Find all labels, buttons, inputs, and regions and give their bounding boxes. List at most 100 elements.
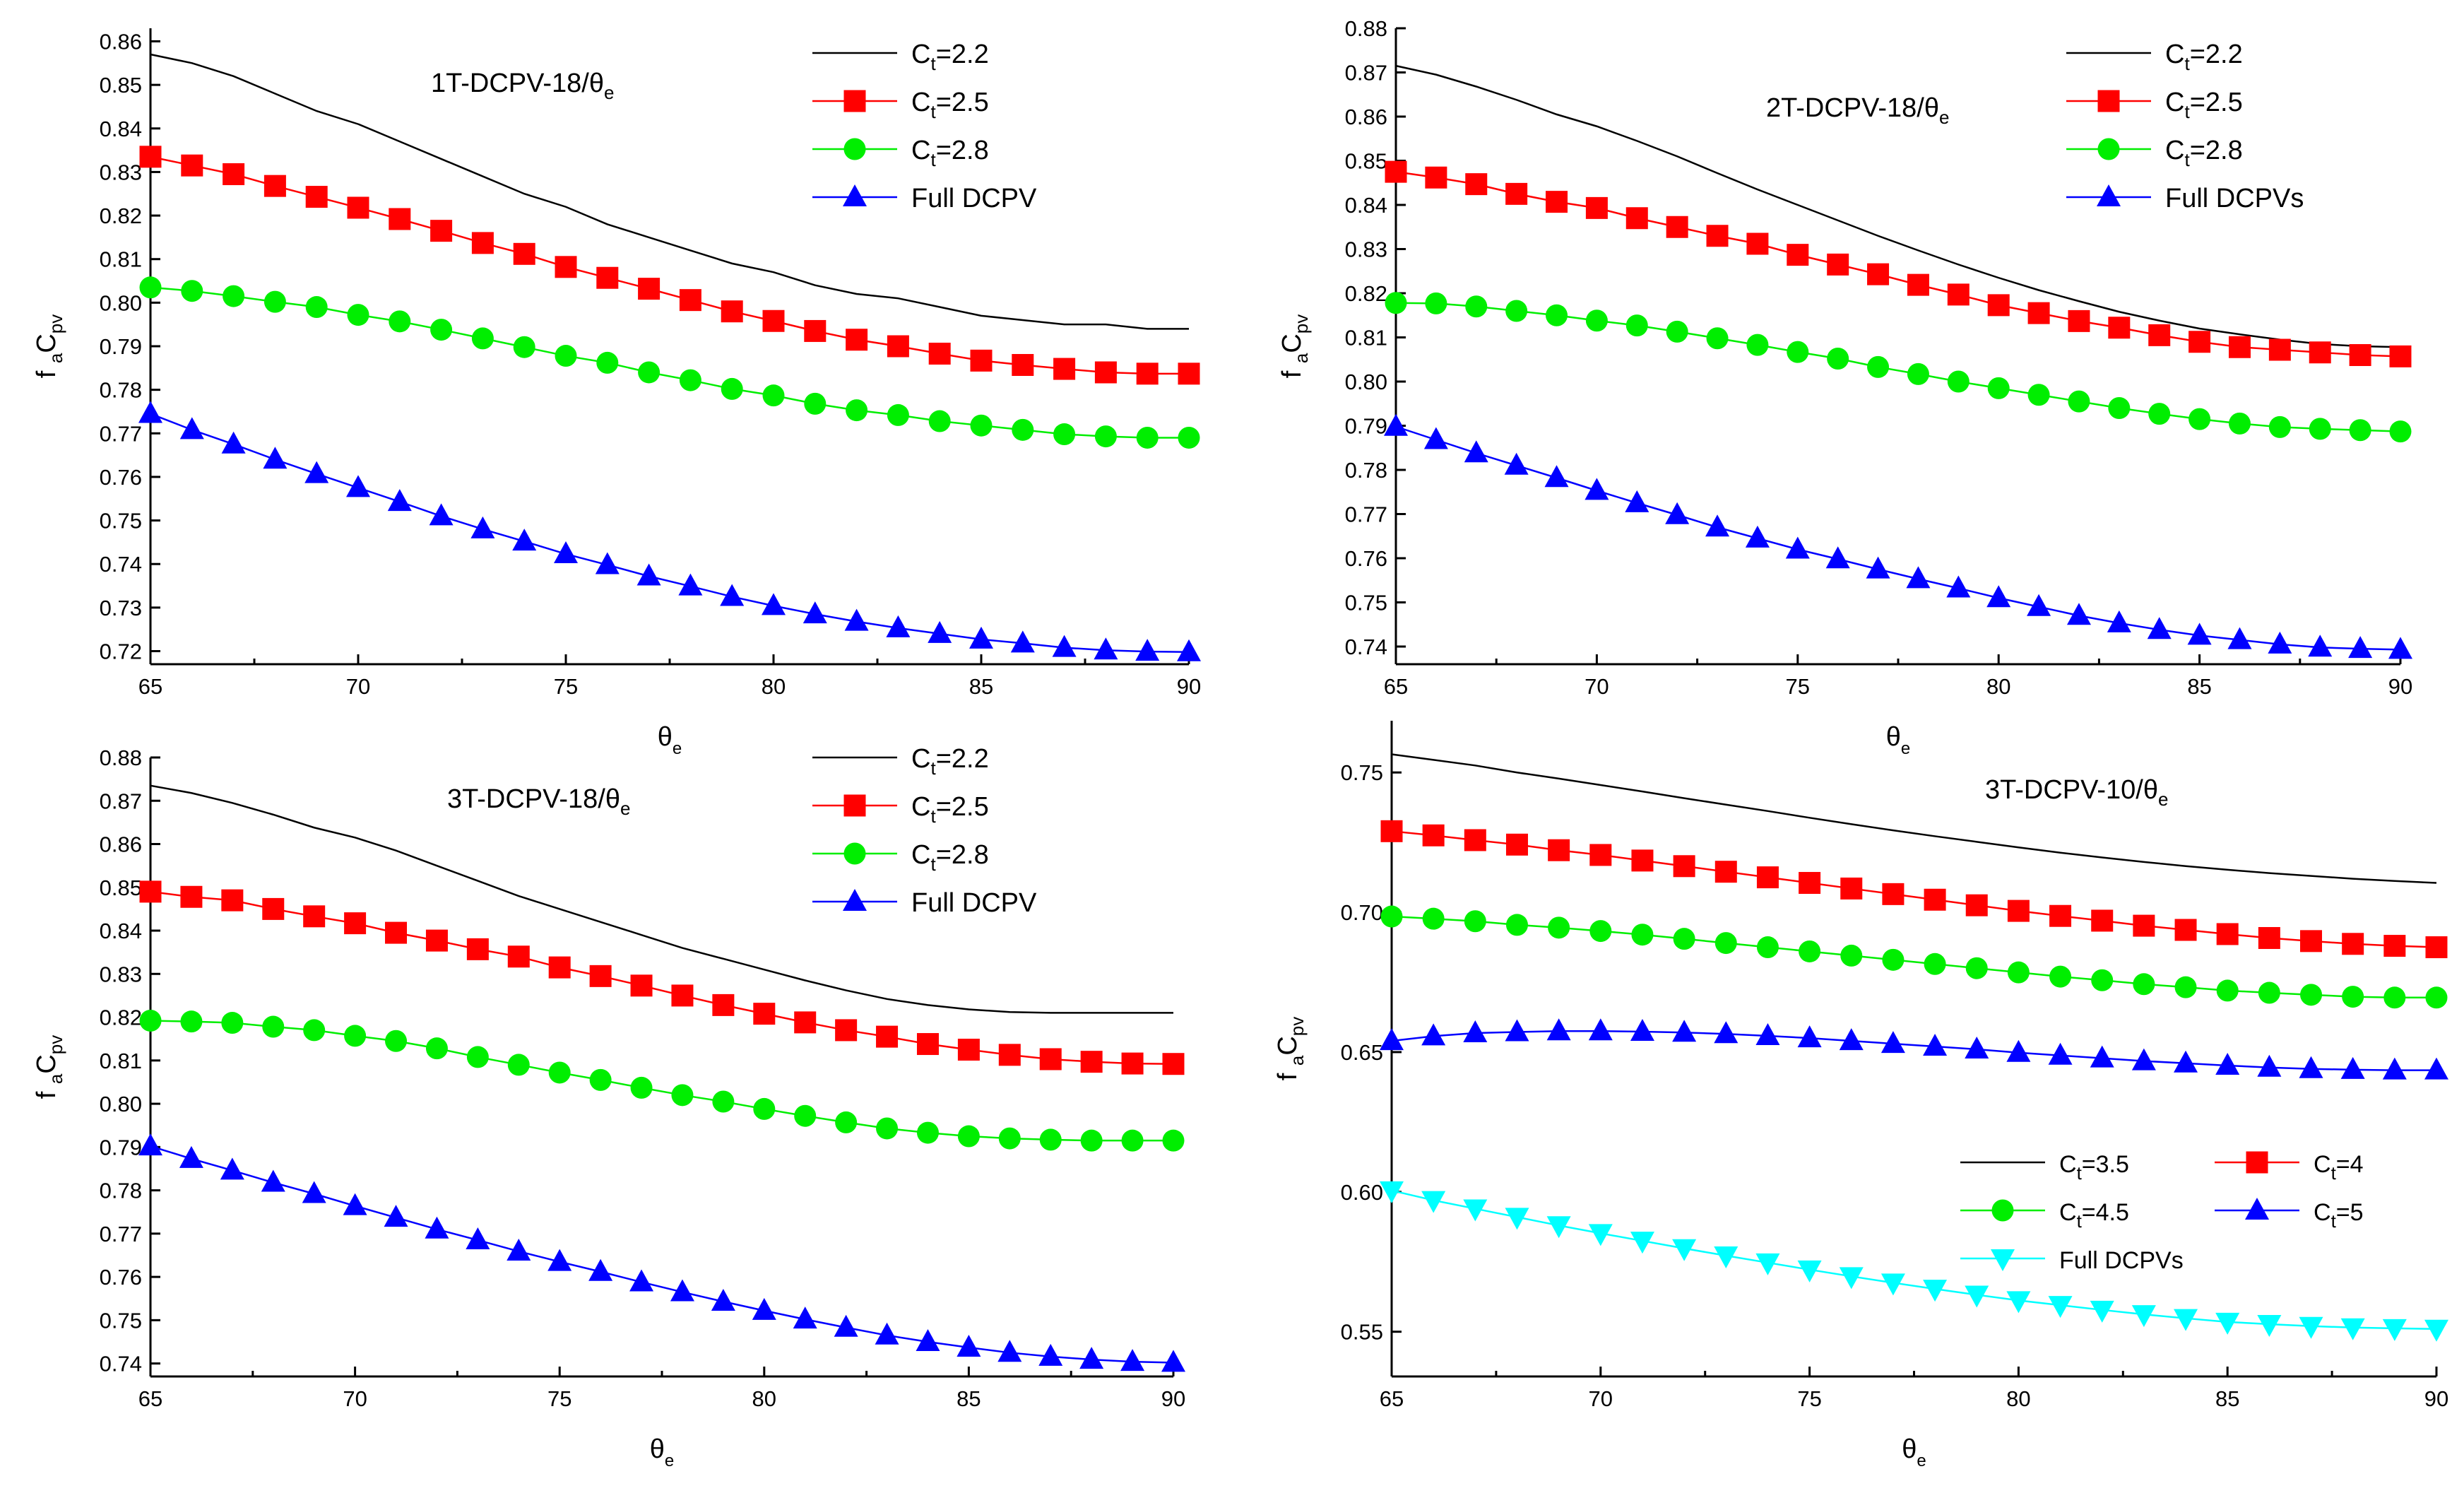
data-point bbox=[753, 1097, 776, 1120]
data-point bbox=[2107, 610, 2131, 632]
data-point bbox=[1672, 1239, 1697, 1261]
data-point bbox=[1880, 1031, 1905, 1054]
legend-label: Ct=5 bbox=[2314, 1199, 2364, 1232]
data-point bbox=[2091, 909, 2114, 932]
legend-marker bbox=[843, 842, 866, 865]
data-point bbox=[928, 342, 951, 365]
y-tick-label: 0.87 bbox=[1345, 61, 1387, 85]
data-point bbox=[1136, 426, 1159, 449]
data-point bbox=[2090, 1045, 2114, 1068]
legend-item: Ct=2.8 bbox=[812, 840, 989, 875]
legend-marker bbox=[2246, 1151, 2268, 1174]
y-tick-label: 0.81 bbox=[100, 1049, 142, 1073]
data-point bbox=[916, 1328, 940, 1351]
series-Full DCPVs bbox=[1380, 1181, 2448, 1342]
y-tick-label: 0.74 bbox=[1345, 635, 1387, 659]
data-point bbox=[507, 1238, 531, 1261]
data-point bbox=[2309, 341, 2331, 364]
y-tick-label: 0.80 bbox=[100, 290, 142, 315]
data-point bbox=[1799, 940, 1821, 962]
data-point bbox=[2006, 1291, 2031, 1314]
data-point bbox=[1755, 1022, 1780, 1045]
y-axis-label: f aCpv bbox=[32, 1035, 66, 1099]
data-point bbox=[1625, 490, 1649, 512]
x-axis-label: θe bbox=[658, 722, 682, 758]
data-point bbox=[2216, 923, 2239, 945]
series-Full DCPVs bbox=[1384, 413, 2412, 659]
data-point bbox=[2340, 1318, 2365, 1340]
data-point bbox=[1465, 173, 1488, 196]
data-point bbox=[1630, 1019, 1654, 1042]
data-point bbox=[2228, 336, 2251, 358]
y-tick-label: 0.72 bbox=[100, 639, 142, 664]
data-point bbox=[1673, 928, 1695, 950]
data-point bbox=[221, 431, 246, 454]
data-point bbox=[2108, 317, 2131, 339]
data-point bbox=[1923, 1280, 1948, 1302]
data-point bbox=[220, 1157, 244, 1180]
data-point bbox=[138, 1133, 162, 1156]
data-point bbox=[596, 266, 619, 289]
y-tick-label: 0.75 bbox=[1345, 591, 1387, 615]
x-tick-label: 70 bbox=[346, 674, 370, 699]
data-point bbox=[305, 296, 328, 319]
y-tick-label: 0.78 bbox=[100, 1179, 142, 1203]
data-point bbox=[679, 289, 701, 312]
data-point bbox=[1038, 1343, 1063, 1366]
legend-marker bbox=[843, 184, 867, 206]
data-point bbox=[180, 1010, 203, 1033]
data-point bbox=[2342, 986, 2364, 1008]
data-point bbox=[1178, 426, 1200, 449]
data-point bbox=[1839, 1267, 1864, 1290]
y-tick-label: 0.85 bbox=[1345, 149, 1387, 174]
y-tick-label: 0.77 bbox=[100, 1222, 142, 1246]
data-point bbox=[548, 1061, 571, 1084]
data-point bbox=[721, 300, 743, 323]
legend-item: Full DCPV bbox=[812, 184, 1037, 213]
data-point bbox=[1631, 924, 1654, 946]
panel-annotation: 3T-DCPV-18/θe bbox=[447, 784, 630, 819]
data-point bbox=[513, 242, 535, 265]
data-point bbox=[1714, 1246, 1739, 1269]
data-point bbox=[630, 1076, 653, 1099]
panel-top-left-chart: 65 70 75 80 85 90 0.72 0.73 0.74 0.75 0.76 0.77 0.78… bbox=[32, 28, 1201, 758]
data-point bbox=[969, 626, 993, 649]
series-2.8 bbox=[1385, 292, 2412, 443]
data-point bbox=[589, 1068, 612, 1091]
y-tick-label: 0.82 bbox=[100, 204, 142, 228]
data-point bbox=[1380, 1181, 1404, 1203]
data-point bbox=[671, 1084, 694, 1107]
data-point bbox=[1380, 905, 1403, 928]
data-point bbox=[1162, 1053, 1185, 1075]
data-point bbox=[1080, 1051, 1103, 1073]
data-point bbox=[507, 1054, 530, 1076]
data-point bbox=[1548, 839, 1570, 861]
data-point bbox=[1422, 824, 1445, 847]
data-point bbox=[347, 304, 369, 326]
data-point bbox=[1546, 1018, 1571, 1041]
data-point bbox=[1423, 427, 1448, 449]
legend-item: Ct=4.5 bbox=[1960, 1199, 2129, 1232]
data-point bbox=[1706, 225, 1729, 247]
legend-label: Ct=4.5 bbox=[2059, 1199, 2129, 1232]
data-point bbox=[1079, 1347, 1104, 1369]
x-tick-label: 75 bbox=[1786, 674, 1810, 699]
data-point bbox=[1080, 1129, 1103, 1152]
legend-label: Ct=2.8 bbox=[911, 136, 989, 170]
data-point bbox=[679, 369, 701, 391]
data-point bbox=[876, 1117, 899, 1140]
data-point bbox=[223, 285, 245, 307]
y-tick-label: 0.76 bbox=[100, 465, 142, 490]
data-point bbox=[844, 608, 869, 631]
data-point bbox=[1625, 207, 1648, 230]
series-5 bbox=[1380, 1018, 2448, 1080]
data-point bbox=[1840, 944, 1863, 967]
data-point bbox=[1714, 861, 1737, 883]
data-point bbox=[794, 1011, 817, 1034]
data-point bbox=[2007, 961, 2030, 984]
data-point bbox=[1546, 304, 1568, 326]
data-point bbox=[2148, 403, 2171, 425]
data-point bbox=[1094, 425, 1117, 448]
data-point bbox=[512, 529, 537, 551]
data-point bbox=[1178, 362, 1200, 385]
